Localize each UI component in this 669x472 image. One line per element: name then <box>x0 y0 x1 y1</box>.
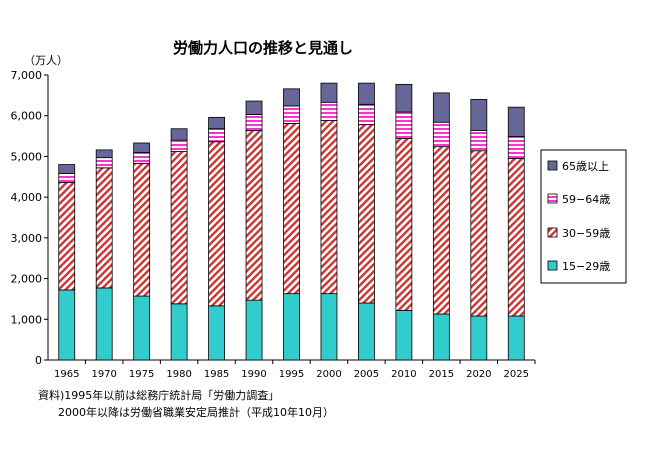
bar-segment <box>208 141 225 307</box>
x-tick-label: 1985 <box>204 369 229 380</box>
bar-segment <box>507 315 525 361</box>
x-tick-label: 2000 <box>316 369 341 380</box>
bar-segment <box>470 150 488 317</box>
bar-segment <box>58 289 76 361</box>
x-tick-label: 2025 <box>504 369 529 380</box>
bar-segment <box>283 123 300 295</box>
bar-segment <box>58 173 76 183</box>
x-tick-label: 2015 <box>429 369 454 380</box>
bar-segment <box>133 162 151 297</box>
bar-segment <box>358 82 375 105</box>
bar-segment <box>432 121 450 148</box>
bar-segment <box>507 136 525 159</box>
bar-segment <box>95 157 113 169</box>
bar-segment <box>470 129 488 152</box>
bar-segment <box>170 139 188 152</box>
x-tick-label: 1990 <box>241 369 266 380</box>
y-tick-label: 1,000 <box>11 313 43 326</box>
y-tick-label: 6,000 <box>11 110 43 123</box>
bar-segment <box>58 164 76 174</box>
y-tick-label: 4,000 <box>11 191 43 204</box>
bar-segment <box>507 106 525 137</box>
legend-label: 15−29歳 <box>562 260 610 273</box>
bar-segment <box>208 116 225 130</box>
bar-segment <box>507 158 525 317</box>
bar-segment <box>395 138 413 311</box>
x-tick-label: 2020 <box>466 369 491 380</box>
bar-segment <box>395 309 413 361</box>
bar-segment <box>245 299 263 361</box>
y-tick-label: 5,000 <box>11 150 43 163</box>
legend-swatch <box>547 193 558 204</box>
bar-segment <box>320 82 338 103</box>
bars <box>58 82 525 361</box>
legend-label: 59−64歳 <box>562 193 610 206</box>
bar-segment <box>58 182 76 291</box>
legend-swatch <box>547 160 558 171</box>
x-tick-label: 1995 <box>279 369 304 380</box>
y-tick-label: 7,000 <box>11 69 43 82</box>
bar-segment <box>95 167 113 289</box>
bar-segment <box>432 313 450 361</box>
bar-segment <box>245 114 263 131</box>
bar-segment <box>395 83 413 113</box>
bar-segment <box>133 295 151 361</box>
x-tick-label: 1980 <box>166 369 191 380</box>
bar-segment <box>95 149 113 159</box>
bar-segment <box>432 146 450 315</box>
y-unit-label: （万人） <box>24 54 68 67</box>
legend: 65歳以上 59−64歳 30−59歳 15−29歳 <box>540 149 627 284</box>
bar-segment <box>245 129 263 301</box>
x-tick-label: 1965 <box>54 369 79 380</box>
source-note-1: 資料)1995年以前は総務庁統計局「労働力調査」 <box>38 389 280 402</box>
bar-segment <box>358 124 375 304</box>
legend-label: 30−59歳 <box>562 227 610 240</box>
bar-segment <box>358 103 375 126</box>
bar-segment <box>320 101 338 122</box>
legend-swatch <box>547 227 558 238</box>
bar-segment <box>395 111 413 139</box>
bar-segment <box>432 92 450 123</box>
bar-segment <box>170 151 188 305</box>
bar-segment <box>470 315 488 361</box>
bar-segment <box>358 302 375 361</box>
legend-label: 65歳以上 <box>562 160 609 173</box>
bar-segment <box>283 293 300 361</box>
bar-segment <box>208 305 225 361</box>
x-tick-label: 2005 <box>354 369 379 380</box>
bar-segment <box>320 293 338 361</box>
bar-segment <box>320 120 338 295</box>
bar-segment <box>283 88 300 107</box>
bar-segment <box>470 99 488 131</box>
bar-segment <box>170 128 188 141</box>
y-tick-label: 2,000 <box>11 273 43 286</box>
bar-segment <box>133 151 151 164</box>
x-tick-label: 1975 <box>129 369 154 380</box>
bar-segment <box>283 105 300 124</box>
y-tick-label: 0 <box>35 354 42 367</box>
legend-swatch <box>547 260 558 271</box>
y-tick-label: 3,000 <box>11 232 43 245</box>
x-tick-label: 2010 <box>391 369 416 380</box>
chart-title: 労働力人口の推移と見通し <box>173 39 353 57</box>
bar-segment <box>170 303 188 361</box>
bar-segment <box>245 100 263 115</box>
source-note-2: 2000年以降は労働省職業安定局推計（平成10年10月） <box>58 406 334 419</box>
bar-segment <box>95 287 113 361</box>
bar-segment <box>208 128 225 143</box>
bar-segment <box>133 142 151 153</box>
axes: 0 1,000 2,000 3,000 4,000 5,000 6,000 7,000 1965… <box>11 69 536 380</box>
x-tick-label: 1970 <box>91 369 116 380</box>
